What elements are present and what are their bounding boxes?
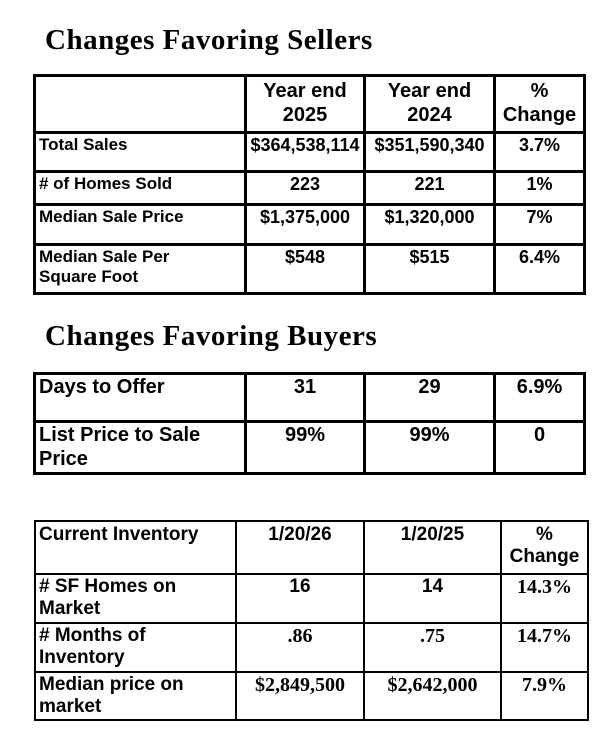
row-label-cell: Median Sale Per Square Foot [33,243,247,295]
value-cell-2025: 31 [244,372,366,423]
row-label-cell: Median Sale Price [33,203,247,246]
value-cell-2025: $364,538,114 [244,131,366,173]
value-cell-2024: $1,320,000 [363,203,496,246]
table-row: List Price to Sale Price 99% 99% 0 [33,419,586,476]
table-row: # SF Homes on Market 16 14 14.3% [34,573,589,624]
change-cell: 3.7% [493,131,586,173]
row-label-cell: # SF Homes on Market [34,573,237,624]
sellers-section-title: Changes Favoring Sellers [45,24,373,56]
value-cell-2026: .86 [235,621,365,673]
header-date-2026: 1/20/26 [235,520,365,575]
table-row: # of Homes Sold 223 221 1% [33,170,586,206]
value-cell-2024: $515 [363,243,496,295]
table-row: Days to Offer 31 29 6.9% [33,372,586,423]
value-cell-2025: $2,642,000 [363,670,502,722]
change-cell: 6.9% [493,372,586,423]
table-row: # Months of Inventory .86 .75 14.7% [34,621,589,673]
value-cell-2024: 29 [363,372,496,423]
change-cell: 7% [493,203,586,246]
value-cell-2026: $2,849,500 [235,670,365,722]
header-year-end-2024: Year end 2024 [363,74,496,134]
change-cell: 1% [493,170,586,206]
value-cell-2025: .75 [363,621,502,673]
row-label-cell: List Price to Sale Price [33,419,247,476]
value-cell-2025: 14 [363,573,502,624]
table-row: Median Sale Per Square Foot $548 $515 6.… [33,243,586,295]
table-header-row: Year end 2025 Year end 2024 % Change [33,74,586,134]
row-label-cell: Total Sales [33,131,247,173]
value-cell-2026: 16 [235,573,365,624]
header-empty-cell [33,74,247,134]
change-cell: 6.4% [493,243,586,295]
table-header-row: Current Inventory 1/20/26 1/20/25 % Chan… [34,520,589,575]
row-label-cell: Days to Offer [33,372,247,423]
table-row: Median Sale Price $1,375,000 $1,320,000 … [33,203,586,246]
row-label-cell: Median price on market [34,670,237,722]
header-year-end-2025: Year end 2025 [244,74,366,134]
value-cell-2024: $351,590,340 [363,131,496,173]
table-row: Total Sales $364,538,114 $351,590,340 3.… [33,131,586,173]
row-label-cell: # of Homes Sold [33,170,247,206]
change-cell: 14.3% [500,573,589,624]
value-cell-2024: 99% [363,419,496,476]
buyers-table: Days to Offer 31 29 6.9% List Price to S… [33,372,586,476]
change-cell: 7.9% [500,670,589,722]
header-percent-change: % Change [500,520,589,575]
value-cell-2025: $1,375,000 [244,203,366,246]
value-cell-2025: 99% [244,419,366,476]
header-percent-change: % Change [493,74,586,134]
value-cell-2025: $548 [244,243,366,295]
value-cell-2024: 221 [363,170,496,206]
change-cell: 14.7% [500,621,589,673]
change-cell: 0 [493,419,586,476]
header-date-2025: 1/20/25 [363,520,502,575]
inventory-table: Current Inventory 1/20/26 1/20/25 % Chan… [34,520,589,722]
header-current-inventory: Current Inventory [34,520,237,575]
value-cell-2025: 223 [244,170,366,206]
sellers-table: Year end 2025 Year end 2024 % Change Tot… [33,74,586,295]
row-label-cell: # Months of Inventory [34,621,237,673]
buyers-section-title: Changes Favoring Buyers [45,320,378,352]
table-row: Median price on market $2,849,500 $2,642… [34,670,589,722]
